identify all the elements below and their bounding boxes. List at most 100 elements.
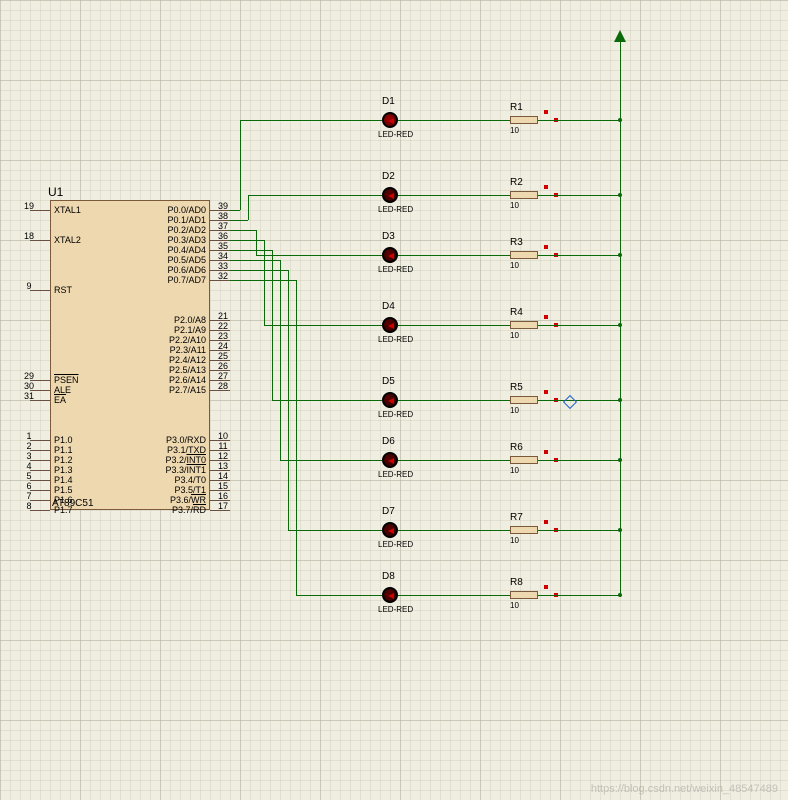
pin-label: XTAL1 xyxy=(54,205,81,215)
pin-label: P2.1/A9 xyxy=(174,325,206,335)
pin-label: XTAL2 xyxy=(54,235,81,245)
wire xyxy=(296,280,297,595)
pin-label: P0.4/AD4 xyxy=(167,245,206,255)
led-val: LED-RED xyxy=(378,540,413,549)
led-ref: D3 xyxy=(382,231,395,242)
resistor-r4 xyxy=(510,321,538,329)
wire xyxy=(240,120,380,121)
pin-num: 30 xyxy=(20,381,38,391)
resistor-r3 xyxy=(510,251,538,259)
wire xyxy=(398,325,510,326)
wire xyxy=(230,280,296,281)
power-bus xyxy=(620,40,621,597)
pin-num: 11 xyxy=(214,441,232,451)
wire xyxy=(370,120,382,121)
wire xyxy=(230,210,240,211)
pin-label: P2.0/A8 xyxy=(174,315,206,325)
junction xyxy=(618,528,622,532)
pin-label: PSEN xyxy=(54,375,79,385)
power-arrow-icon xyxy=(614,30,626,42)
junction xyxy=(618,118,622,122)
pin-num: 2 xyxy=(20,441,38,451)
pin-label: P0.0/AD0 xyxy=(167,205,206,215)
resistor-ref: R3 xyxy=(510,237,523,248)
pin-num: 13 xyxy=(214,461,232,471)
pin-label: ALE xyxy=(54,385,71,395)
watermark: https://blog.csdn.net/weixin_48547489 xyxy=(591,783,778,795)
pin-label: P1.1 xyxy=(54,445,73,455)
probe-dot xyxy=(544,585,548,589)
resistor-r1 xyxy=(510,116,538,124)
led-val: LED-RED xyxy=(378,605,413,614)
resistor-val: 10 xyxy=(510,261,519,270)
pin-label: P2.6/A14 xyxy=(169,375,206,385)
pin-num: 14 xyxy=(214,471,232,481)
resistor-val: 10 xyxy=(510,201,519,210)
wire xyxy=(230,260,280,261)
wire xyxy=(230,220,248,221)
resistor-r7 xyxy=(510,526,538,534)
pin-label: P2.7/A15 xyxy=(169,385,206,395)
wire xyxy=(398,460,510,461)
pin-label: P1.3 xyxy=(54,465,73,475)
pin-num: 4 xyxy=(20,461,38,471)
wire xyxy=(288,270,289,530)
pin-label: P2.5/A13 xyxy=(169,365,206,375)
pin-label: P3.6/WR xyxy=(170,495,206,505)
led-val: LED-RED xyxy=(378,410,413,419)
wire xyxy=(538,460,620,461)
led-d8 xyxy=(382,587,398,603)
pin-label: P0.3/AD3 xyxy=(167,235,206,245)
pin-num: 24 xyxy=(214,341,232,351)
wire xyxy=(370,325,382,326)
probe-dot xyxy=(544,185,548,189)
wire xyxy=(538,195,620,196)
led-d3 xyxy=(382,247,398,263)
pin-num: 7 xyxy=(20,491,38,501)
pin-num: 6 xyxy=(20,481,38,491)
wire xyxy=(398,120,510,121)
wire xyxy=(538,530,620,531)
pin-num: 5 xyxy=(20,471,38,481)
led-ref: D6 xyxy=(382,436,395,447)
pin-num: 9 xyxy=(20,281,38,291)
pin-num: 22 xyxy=(214,321,232,331)
probe-dot xyxy=(544,245,548,249)
wire xyxy=(264,240,265,325)
pin-num: 26 xyxy=(214,361,232,371)
wire xyxy=(538,400,620,401)
resistor-r8 xyxy=(510,591,538,599)
pin-label: P3.5/T1 xyxy=(174,485,206,495)
resistor-val: 10 xyxy=(510,331,519,340)
led-d7 xyxy=(382,522,398,538)
pin-label: P1.2 xyxy=(54,455,73,465)
wire xyxy=(398,400,510,401)
wire xyxy=(230,250,272,251)
resistor-ref: R6 xyxy=(510,442,523,453)
pin-num: 10 xyxy=(214,431,232,441)
pin-label: P0.1/AD1 xyxy=(167,215,206,225)
led-val: LED-RED xyxy=(378,130,413,139)
pin-label: P0.6/AD6 xyxy=(167,265,206,275)
led-d2 xyxy=(382,187,398,203)
resistor-val: 10 xyxy=(510,406,519,415)
led-val: LED-RED xyxy=(378,205,413,214)
wire xyxy=(370,595,382,596)
pin-num: 17 xyxy=(214,501,232,511)
resistor-ref: R5 xyxy=(510,382,523,393)
wire xyxy=(256,255,380,256)
pin-label: P3.3/INT1 xyxy=(165,465,206,475)
resistor-ref: R1 xyxy=(510,102,523,113)
wire xyxy=(230,230,256,231)
led-ref: D1 xyxy=(382,96,395,107)
pin-num: 27 xyxy=(214,371,232,381)
pin-label: EA xyxy=(54,395,66,405)
probe-dot xyxy=(544,450,548,454)
resistor-val: 10 xyxy=(510,466,519,475)
wire xyxy=(248,195,380,196)
wire xyxy=(538,325,620,326)
pin-label: RST xyxy=(54,285,72,295)
pin-label: P3.4/T0 xyxy=(174,475,206,485)
junction xyxy=(618,323,622,327)
junction xyxy=(618,253,622,257)
